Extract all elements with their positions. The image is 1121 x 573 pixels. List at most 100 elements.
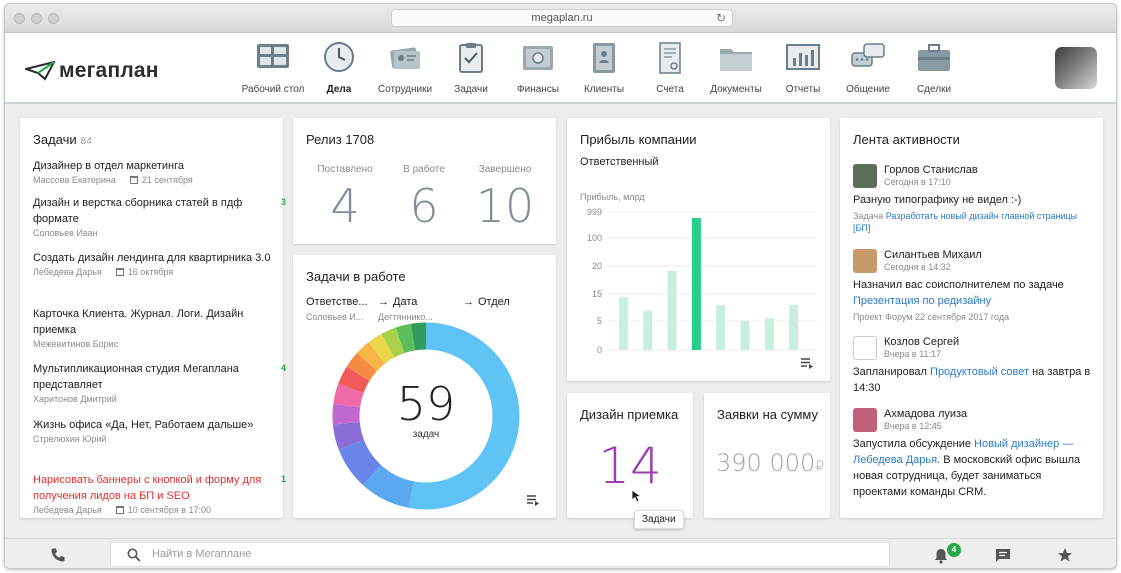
task-title[interactable]: Карточка Клиента. Журнал. Логи. Дизайн п… — [33, 308, 244, 336]
profit-bar[interactable] — [619, 297, 628, 350]
task-title[interactable]: Создать дизайн лендинга для квартирника … — [33, 252, 271, 264]
tasks-title[interactable]: Задачи 84 — [33, 132, 92, 147]
nav-item-chart-board[interactable]: Отчеты — [767, 41, 839, 95]
task-item[interactable]: Дизайн и верстка сборника статей в пдф ф… — [33, 195, 286, 238]
reload-icon[interactable]: ↻ — [715, 11, 726, 25]
tasks-donut-chart — [332, 322, 520, 510]
invoice-icon — [652, 41, 688, 74]
task-title[interactable]: Нарисовать баннеры с кнопкой и форму для… — [33, 474, 262, 502]
nav-item-invoice[interactable]: Счета — [634, 41, 706, 95]
feed-context-link[interactable]: Разработать новый дизайн главной страниц… — [853, 211, 1078, 233]
design-review-value[interactable]: 14 — [598, 437, 662, 495]
task-title[interactable]: Жизнь офиса «Да, Нет, Работаем дальше» — [33, 419, 254, 431]
task-item[interactable]: Карточка Клиента. Журнал. Логи. Дизайн п… — [33, 306, 273, 349]
messages-icon[interactable] — [995, 548, 1011, 563]
arrow-right-icon: → — [378, 296, 389, 308]
task-meta: Стрелюхин Юрий — [33, 434, 273, 444]
user-avatar[interactable] — [1055, 47, 1097, 89]
feed-link[interactable]: Новый дизайнер — Лебедева Дарья — [853, 438, 1074, 466]
design-review-card[interactable]: Дизайн приемка 14 — [567, 393, 693, 518]
profit-bar[interactable] — [764, 318, 774, 350]
y-tick-label: 100 — [587, 233, 602, 243]
activity-feed-title[interactable]: Лента активности — [853, 132, 960, 147]
y-tick-label: 0 — [597, 345, 602, 355]
profit-bar[interactable] — [667, 270, 677, 350]
nav-item-clock[interactable]: Дела — [303, 41, 375, 95]
feed-author[interactable]: Горлов Станислав — [884, 164, 978, 176]
megaplan-logo[interactable]: мегаплан — [25, 59, 159, 83]
profit-bar[interactable] — [740, 320, 750, 350]
release-stat[interactable]: В работе 6 — [384, 164, 464, 233]
notifications-badge[interactable]: 4 — [947, 543, 961, 557]
nav-item-contacts-book[interactable]: Клиенты — [568, 41, 640, 95]
bell-icon[interactable] — [934, 548, 948, 564]
task-item[interactable]: Нарисовать баннеры с кнопкой и форму для… — [33, 472, 286, 515]
minimize-window-button[interactable] — [31, 13, 42, 24]
requests-sum-card[interactable]: Заявки на сумму 390 000₽ — [704, 393, 830, 518]
close-window-button[interactable] — [14, 13, 25, 24]
filter-column[interactable]: → Дата Дегтяннико... — [378, 292, 433, 322]
task-due-date: 16 октября — [127, 267, 174, 277]
list-menu-icon[interactable] — [526, 494, 540, 506]
filter-column[interactable]: → Отдел — [463, 292, 510, 310]
feed-author[interactable]: Козлов Сергей — [884, 336, 960, 348]
feed-avatar[interactable] — [853, 249, 877, 273]
address-bar[interactable]: megaplan.ru ↻ — [391, 9, 733, 27]
tasks-in-work-title[interactable]: Задачи в работе — [306, 269, 406, 284]
nav-item-folder[interactable]: Документы — [700, 41, 772, 95]
favorites-star-icon[interactable] — [1057, 547, 1073, 563]
profit-bar[interactable] — [716, 305, 726, 350]
feed-author[interactable]: Ахмадова луиза — [884, 408, 968, 420]
nav-label: Рабочий стол — [241, 84, 305, 95]
feed-avatar[interactable] — [853, 164, 877, 188]
nav-item-briefcase[interactable]: Сделки — [898, 41, 970, 95]
task-title[interactable]: Дизайн и верстка сборника статей в пдф ф… — [33, 197, 243, 225]
release-stat[interactable]: Завершено 10 — [465, 164, 545, 233]
filter-column[interactable]: Ответстве... Соловьев И... — [306, 292, 368, 322]
profit-bar[interactable] — [643, 310, 653, 350]
paper-plane-logo-icon — [25, 61, 55, 81]
y-tick-label: 20 — [592, 261, 602, 271]
donut-segment[interactable] — [332, 322, 520, 510]
task-item[interactable]: Дизайнер в отдел маркетинга Массова Екате… — [33, 158, 273, 185]
task-title[interactable]: Дизайнер в отдел маркетинга — [33, 160, 184, 172]
phone-icon[interactable] — [50, 547, 66, 563]
feed-context: Задача Разработать новый дизайн главной … — [853, 210, 1093, 234]
nav-item-employees[interactable]: Сотрудники — [369, 41, 441, 95]
zoom-window-button[interactable] — [48, 13, 59, 24]
release-title[interactable]: Релиз 1708 — [306, 132, 375, 147]
nav-item-desktop[interactable]: Рабочий стол — [237, 41, 309, 95]
feed-link[interactable]: Продуктовый совет — [930, 366, 1030, 378]
nav-item-safe[interactable]: Финансы — [502, 41, 574, 95]
donut-total-label: задач — [412, 429, 440, 440]
profit-bar[interactable] — [691, 218, 701, 350]
filter-label: Дата — [393, 296, 418, 308]
search-box[interactable]: Найти в Мегаплане — [110, 542, 890, 567]
design-review-title: Дизайн приемка — [580, 407, 679, 422]
feed-author[interactable]: Силантьев Михаил — [884, 249, 982, 261]
nav-item-clipboard[interactable]: Задачи — [435, 41, 507, 95]
feed-avatar[interactable] — [853, 408, 877, 432]
feed-text: Запланировал Продуктовый совет на завтра… — [853, 364, 1093, 396]
calendar-icon — [115, 506, 124, 514]
mouse-cursor-icon — [631, 489, 643, 503]
task-title[interactable]: Мультипликационная студия Мегаплана пред… — [33, 363, 239, 391]
tasks-card: Задачи 84 Дизайнер в отдел маркетинга Масс… — [20, 118, 286, 518]
feed-link[interactable]: Презентация по редизайну — [853, 295, 992, 307]
release-stat-value: 4 — [330, 179, 360, 233]
chart-menu-icon[interactable] — [800, 357, 814, 369]
y-tick-label: 5 — [597, 316, 602, 326]
nav-item-chat-bubbles[interactable]: Общение — [832, 41, 904, 95]
profit-title[interactable]: Прибыль компании — [580, 132, 697, 147]
task-item[interactable]: Мультипликационная студия Мегаплана пред… — [33, 361, 286, 404]
task-assignee: Стрелюхин Юрий — [33, 434, 107, 444]
task-item[interactable]: Создать дизайн лендинга для квартирника … — [33, 250, 273, 277]
task-meta: Лебедева Дарья 10 сентября в 17:00 — [33, 505, 273, 515]
release-stat[interactable]: Поставлено 4 — [305, 164, 385, 233]
profit-bar[interactable] — [789, 305, 799, 350]
donut-segment[interactable] — [332, 322, 520, 510]
task-item[interactable]: Жизнь офиса «Да, Нет, Работаем дальше» Ст… — [33, 417, 273, 444]
feed-avatar[interactable] — [853, 336, 877, 360]
bottom-bar: Найти в Мегаплане 4 — [5, 538, 1116, 568]
feed-text: Разную типографику не видел :-) — [853, 192, 1093, 208]
